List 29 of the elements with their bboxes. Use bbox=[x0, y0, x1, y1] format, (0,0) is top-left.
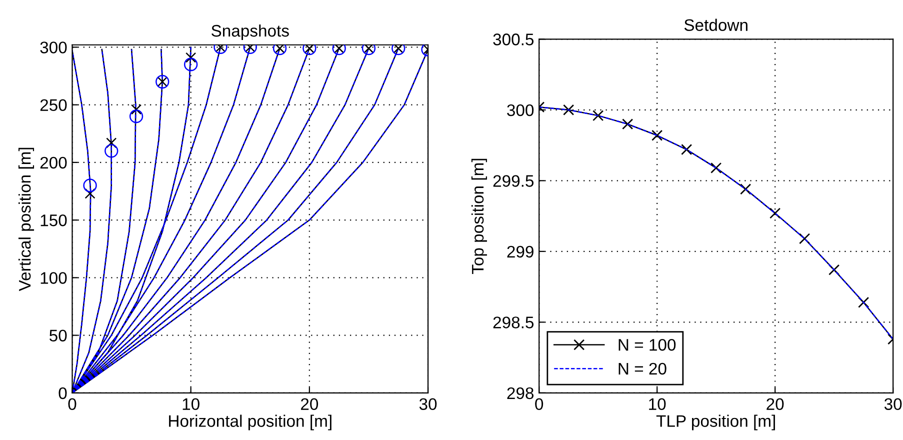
y-tick-label: 150 bbox=[40, 214, 67, 226]
y-tick-label: 300 bbox=[40, 42, 67, 54]
x-tick-label: 30 bbox=[419, 398, 437, 410]
x-axis-title: TLP position [m] bbox=[656, 414, 775, 430]
y-axis-title: Top position [m] bbox=[471, 158, 487, 274]
chart-title: Setdown bbox=[684, 18, 748, 31]
x-tick-label: 0 bbox=[68, 398, 76, 410]
y-tick-label: 300 bbox=[507, 104, 534, 116]
x-tick-label: 20 bbox=[766, 398, 784, 410]
y-tick-label: 250 bbox=[40, 99, 67, 112]
y-tick-label: 300.5 bbox=[493, 34, 534, 46]
y-tick-label: 50 bbox=[50, 330, 67, 342]
y-tick-label: 299.5 bbox=[493, 175, 534, 187]
x-axis-title: Horizontal position [m] bbox=[169, 414, 332, 430]
x-tick-label: 10 bbox=[649, 398, 666, 410]
legend-label: N = 20 bbox=[618, 362, 666, 375]
x-tick-label: 10 bbox=[182, 398, 200, 410]
y-axis-title: Vertical position [m] bbox=[18, 148, 34, 292]
x-tick-label: 0 bbox=[535, 398, 544, 410]
x-tick-label: 30 bbox=[884, 398, 902, 410]
y-tick-label: 0 bbox=[58, 387, 67, 400]
chart-title: Snapshots bbox=[212, 24, 289, 40]
y-tick-label: 298.5 bbox=[493, 316, 534, 328]
y-tick-label: 100 bbox=[40, 272, 67, 284]
y-tick-label: 200 bbox=[40, 156, 67, 169]
y-tick-label: 299 bbox=[507, 246, 534, 258]
legend-label: N = 100 bbox=[618, 338, 676, 351]
x-tick-label: 20 bbox=[301, 398, 318, 410]
y-tick-label: 298 bbox=[507, 387, 534, 400]
